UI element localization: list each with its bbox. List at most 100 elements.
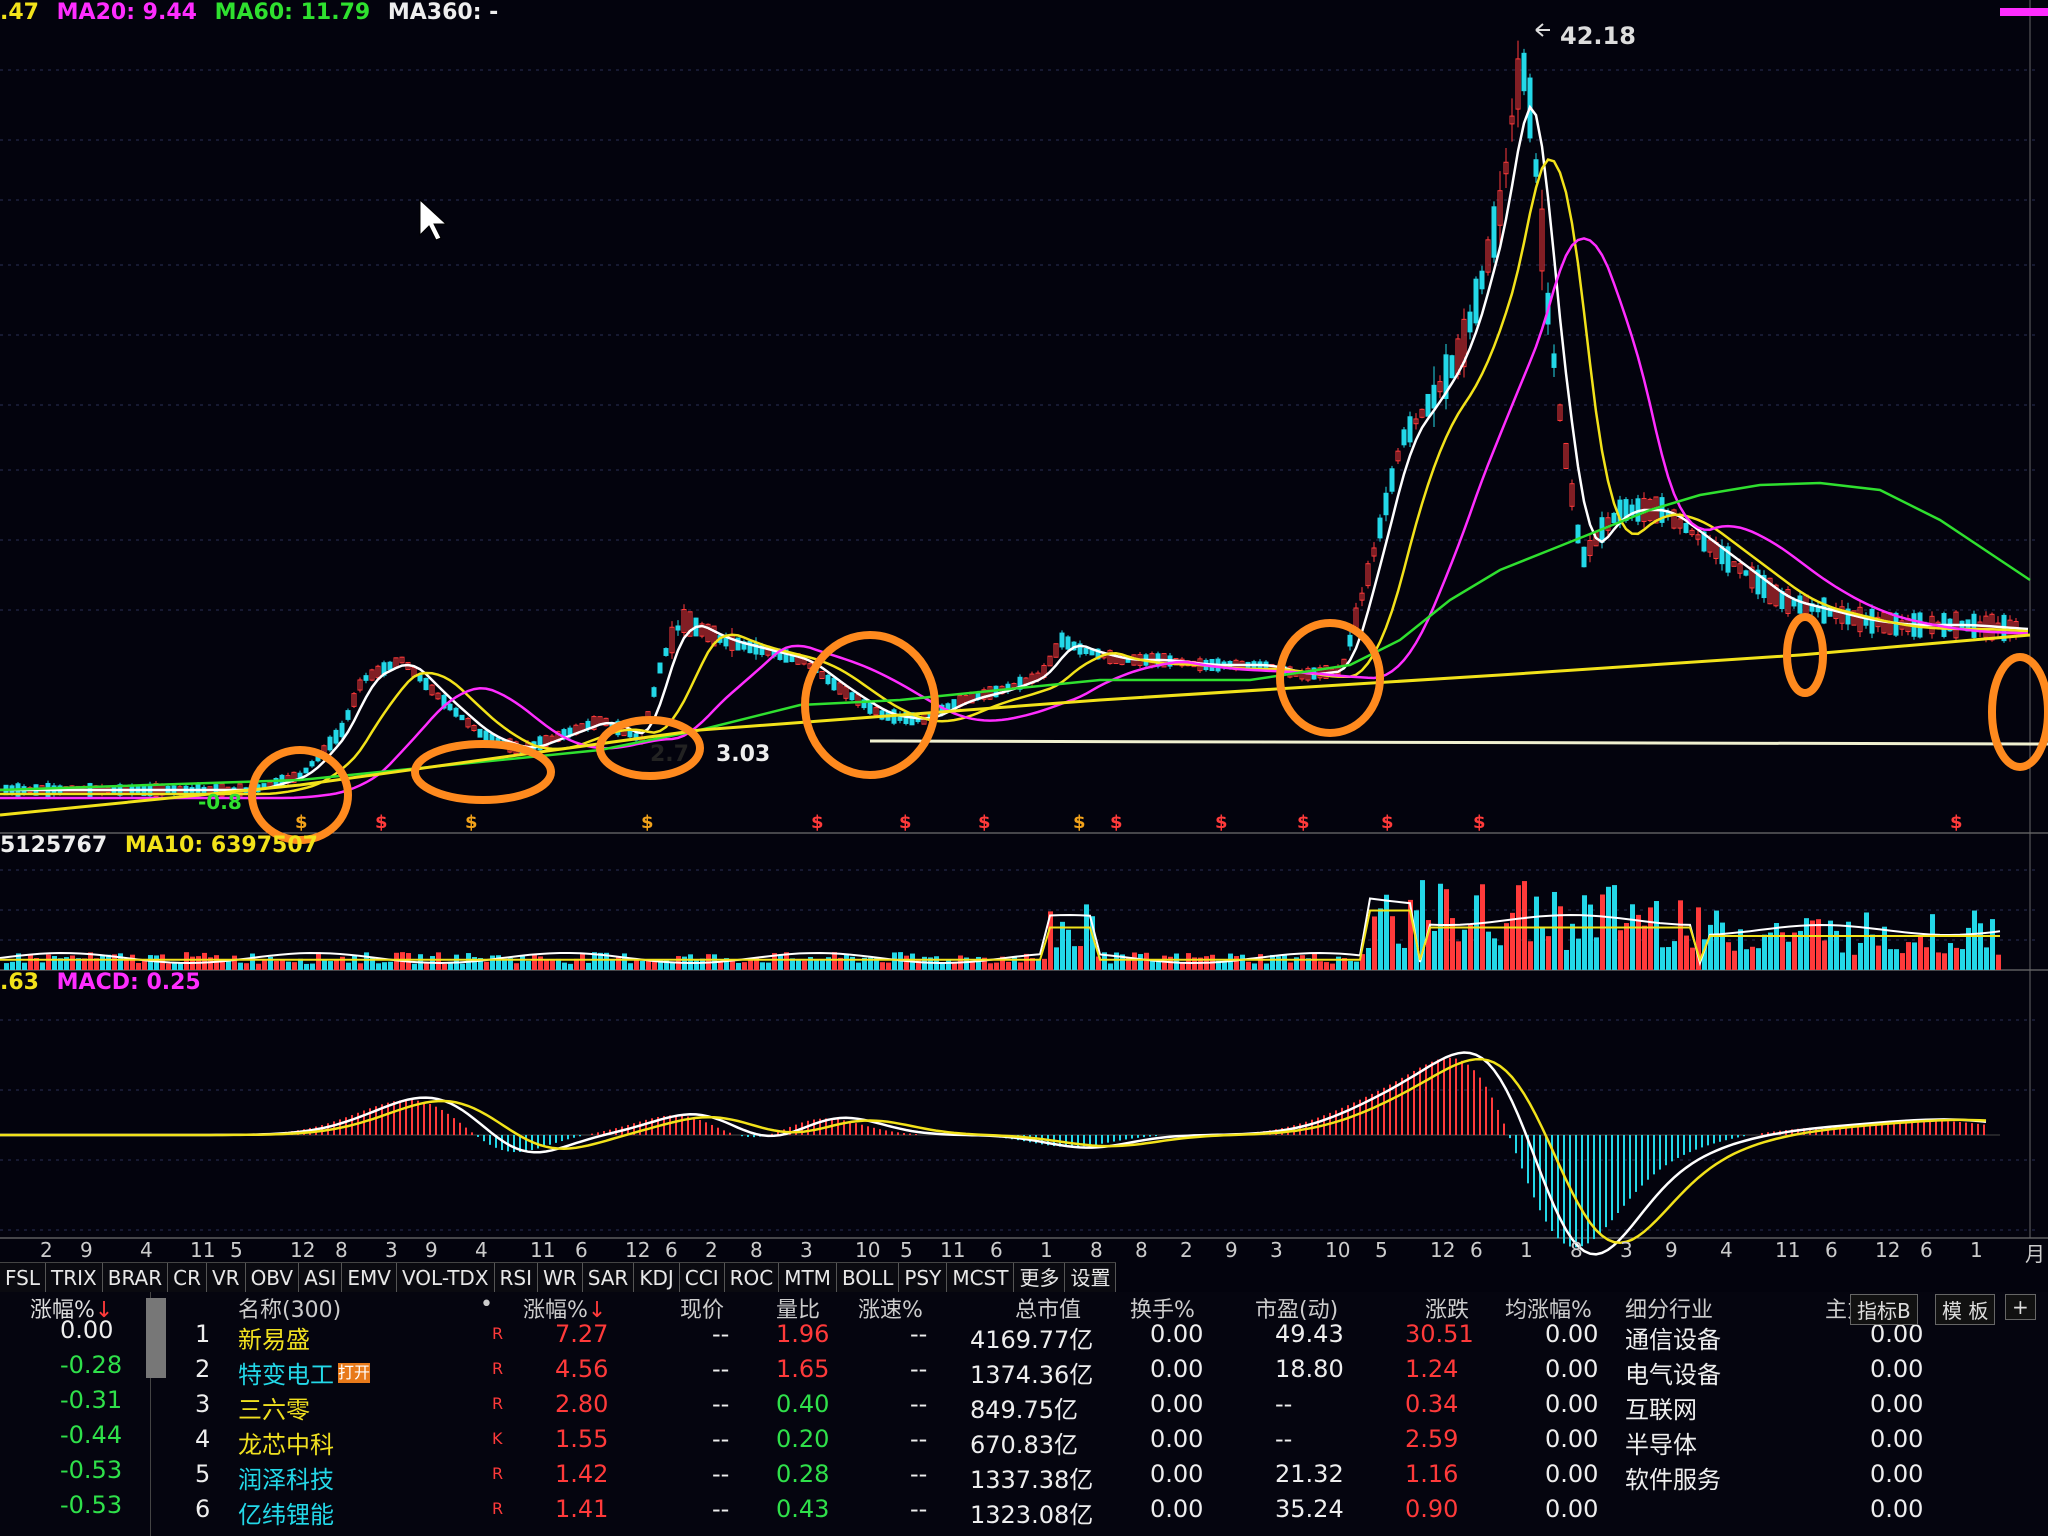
tab-obv[interactable]: OBV [246,1263,300,1293]
cell-change: 1.41 [555,1495,609,1523]
scrollbar[interactable] [146,1298,166,1378]
candle-body [981,689,987,700]
tab-vol-tdx[interactable]: VOL-TDX [397,1263,495,1293]
candle-body [471,724,477,732]
template-button[interactable]: 模 板 [1935,1294,1996,1325]
tab-boll[interactable]: BOLL [837,1263,900,1293]
add-button[interactable]: + [2005,1294,2036,1320]
volume-bar [148,955,153,970]
volume-bar [262,960,267,970]
volume-bar [550,959,555,970]
tab-cci[interactable]: CCI [680,1263,725,1293]
volume-bar [1432,930,1437,970]
ma-legend: .47 MA20: 9.44 MA60: 11.79 MA360: - [0,0,508,25]
tab-mcst[interactable]: MCST [947,1263,1015,1293]
tab-wr[interactable]: WR [538,1263,583,1293]
volume-bar [1900,953,1905,970]
tab-mtm[interactable]: MTM [779,1263,837,1293]
volume-bar [1876,945,1881,970]
volume-bar [1726,942,1731,970]
volume-bar [1930,914,1935,970]
cell-flow: 0.00 [1870,1355,1924,1383]
candle-body [1851,610,1857,626]
header-dot[interactable]: • [480,1292,493,1317]
cell-name: 龙芯中科 [238,1431,334,1459]
volume-bar [22,962,27,970]
header-name[interactable]: 名称(300) [238,1298,342,1323]
tab-cr[interactable]: CR [168,1263,207,1293]
kline-chart[interactable]: $ $ $ $ $ $ $ $ $ $ $ $ $ $ [0,0,2048,1262]
header-change[interactable]: 涨幅%↓ [523,1298,607,1323]
volume-bar [382,962,387,970]
tab-emv[interactable]: EMV [342,1263,397,1293]
header-mcap[interactable]: 总市值 [1015,1298,1082,1323]
candle-body [333,729,339,744]
cell-avg: 0.00 [1545,1425,1599,1453]
candle-body [669,626,675,654]
candle-body [459,714,465,721]
volume-bar [1030,958,1035,970]
cell-speed: -- [910,1390,928,1418]
volume-bar [112,954,117,970]
candle-body [675,625,681,631]
tab-roc[interactable]: ROC [725,1263,780,1293]
volume-bar [1138,954,1143,970]
tab-rsi[interactable]: RSI [495,1263,539,1293]
candle-body [1359,592,1365,601]
volume-bar [1540,927,1545,970]
tab-trix[interactable]: TRIX [46,1263,103,1293]
candle-body [1689,529,1695,536]
candle-body [1365,563,1371,587]
volume-bar [1342,958,1347,970]
candle-body [309,761,315,767]
buy-signal-marker: $ [1950,812,1963,833]
volume-bar [52,956,57,970]
macd-legend: .63 MACD: 0.25 [0,970,201,995]
tab-更多[interactable]: 更多 [1014,1263,1066,1293]
highlight-circle [411,740,555,804]
volume-bar [556,958,561,970]
header-speed[interactable]: 涨速% [858,1298,923,1323]
candle-body [1053,643,1059,658]
time-tick: 6 [575,1238,588,1262]
header-pe[interactable]: 市盈(动) [1255,1298,1339,1323]
cell-price: -- [712,1390,730,1418]
tab-vr[interactable]: VR [207,1263,246,1293]
header-turnover[interactable]: 换手% [1130,1298,1195,1323]
volume-bar [1954,947,1959,970]
cell-change: 1.55 [555,1425,609,1453]
header-price[interactable]: 现价 [680,1298,725,1323]
tab-asi[interactable]: ASI [299,1263,343,1293]
volume-bar [1114,952,1119,970]
volume-bar [826,957,831,970]
candle-body [291,771,297,783]
tab-设置[interactable]: 设置 [1065,1263,1117,1293]
volume-bar [1492,938,1497,970]
buy-signal-marker: $ [1215,812,1228,833]
volume-bar [580,953,585,970]
indicator-b-button[interactable]: 指标B [1850,1294,1918,1325]
volume-bar [232,955,237,970]
tab-sar[interactable]: SAR [583,1263,635,1293]
tab-brar[interactable]: BRAR [103,1263,169,1293]
cell-turnover: 0.00 [1150,1460,1204,1488]
candle-body [1755,569,1761,595]
cell-rise: 1.16 [1405,1460,1459,1488]
cell-industry: 电气设备 [1625,1361,1721,1389]
volume-bar [1162,955,1167,970]
header-industry[interactable]: 细分行业 [1625,1298,1714,1323]
volume-bar [106,954,111,970]
cell-price: -- [712,1425,730,1453]
tab-fsl[interactable]: FSL [0,1263,46,1293]
header-rise[interactable]: 涨跌 [1425,1298,1470,1323]
cell-no: 1 [195,1320,211,1348]
candle-body [1575,524,1581,544]
tab-psy[interactable]: PSY [899,1263,948,1293]
header-avg[interactable]: 均涨幅% [1505,1298,1592,1323]
header-vol-ratio[interactable]: 量比 [776,1298,821,1323]
volume-bar [1222,962,1227,970]
tab-kdj[interactable]: KDJ [634,1263,680,1293]
volume-bar [1894,949,1899,970]
volume-bar [4,963,9,970]
candle-body [1869,608,1875,634]
